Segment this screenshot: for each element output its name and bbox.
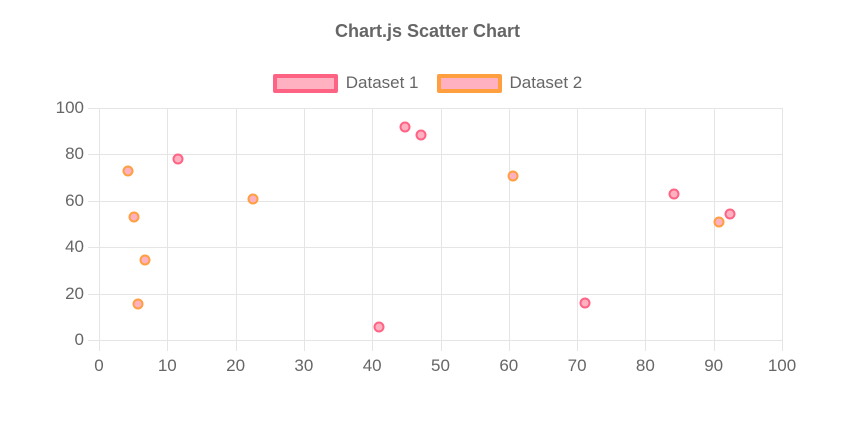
scatter-point[interactable] bbox=[507, 170, 519, 182]
y-tick-mark bbox=[88, 293, 99, 295]
x-tick-mark bbox=[645, 340, 647, 351]
legend-label: Dataset 1 bbox=[345, 73, 419, 92]
x-tick-label: 20 bbox=[226, 356, 246, 375]
h-gridline bbox=[99, 247, 782, 249]
scatter-point[interactable] bbox=[122, 165, 134, 177]
x-tick-label: 70 bbox=[567, 356, 587, 375]
scatter-point[interactable] bbox=[579, 297, 591, 309]
scatter-point[interactable] bbox=[668, 188, 680, 200]
y-tick-label: 40 bbox=[65, 237, 84, 257]
v-gridline bbox=[99, 108, 100, 340]
y-tick-label: 20 bbox=[65, 283, 84, 303]
y-tick-label: 100 bbox=[55, 98, 84, 117]
legend-label: Dataset 2 bbox=[509, 73, 583, 92]
h-gridline bbox=[99, 154, 782, 156]
h-gridline bbox=[99, 293, 782, 295]
x-tick-label: 40 bbox=[362, 356, 382, 375]
h-gridline bbox=[99, 108, 782, 109]
v-gridline bbox=[235, 108, 237, 340]
legend-swatch-icon bbox=[272, 73, 338, 93]
x-tick-mark bbox=[782, 340, 783, 351]
y-tick-label: 80 bbox=[65, 144, 84, 164]
x-tick-mark bbox=[235, 340, 237, 351]
v-gridline bbox=[577, 108, 579, 340]
x-tick-mark bbox=[167, 340, 169, 351]
x-tick-mark bbox=[372, 340, 374, 351]
v-gridline bbox=[782, 108, 783, 340]
plot-area: 0 10 20 30 40 50 60 70 80 90 100 0 20 40 60 80 100 bbox=[56, 98, 797, 375]
y-tick-label: 60 bbox=[65, 190, 84, 210]
legend: Dataset 1 Dataset 2 bbox=[0, 73, 855, 93]
x-tick-label: 90 bbox=[704, 356, 724, 375]
x-tick-label: 80 bbox=[635, 356, 655, 375]
scatter-point[interactable] bbox=[139, 254, 151, 266]
legend-item-dataset-2[interactable]: Dataset 2 bbox=[436, 73, 583, 93]
x-tick-label: 30 bbox=[294, 356, 314, 375]
x-tick-mark bbox=[303, 340, 305, 351]
x-tick-label: 60 bbox=[499, 356, 519, 375]
h-gridline bbox=[99, 340, 782, 341]
scatter-point[interactable] bbox=[399, 121, 411, 133]
x-tick-mark bbox=[577, 340, 579, 351]
h-gridline bbox=[99, 200, 782, 202]
y-tick-mark bbox=[88, 200, 99, 202]
scatter-point[interactable] bbox=[713, 216, 725, 228]
y-tick-mark bbox=[88, 340, 99, 341]
scatter-point[interactable] bbox=[373, 321, 385, 333]
y-tick-label: 0 bbox=[74, 330, 84, 349]
chart-title: Chart.js Scatter Chart bbox=[334, 21, 521, 41]
v-gridline bbox=[303, 108, 305, 340]
v-gridline bbox=[167, 108, 169, 340]
x-tick-mark bbox=[440, 340, 442, 351]
x-tick-label: 100 bbox=[767, 356, 797, 375]
v-gridline bbox=[508, 108, 510, 340]
x-tick-mark bbox=[508, 340, 510, 351]
scatter-point[interactable] bbox=[415, 129, 427, 141]
legend-swatch-icon bbox=[436, 73, 502, 93]
scatter-point[interactable] bbox=[247, 193, 259, 205]
x-tick-label: 0 bbox=[94, 356, 104, 375]
x-tick-label: 10 bbox=[157, 356, 177, 375]
y-tick-mark bbox=[88, 108, 99, 109]
v-gridline bbox=[440, 108, 442, 340]
x-tick-label: 50 bbox=[431, 356, 450, 375]
scatter-point[interactable] bbox=[724, 208, 736, 220]
legend-item-dataset-1[interactable]: Dataset 1 bbox=[272, 73, 419, 93]
scatter-point[interactable] bbox=[172, 153, 184, 165]
x-tick-mark bbox=[99, 340, 100, 351]
scatter-point[interactable] bbox=[128, 211, 140, 223]
scatter-point[interactable] bbox=[132, 298, 144, 310]
x-tick-mark bbox=[713, 340, 715, 351]
y-tick-mark bbox=[88, 247, 99, 249]
y-tick-mark bbox=[88, 154, 99, 156]
v-gridline bbox=[372, 108, 374, 340]
v-gridline bbox=[645, 108, 647, 340]
